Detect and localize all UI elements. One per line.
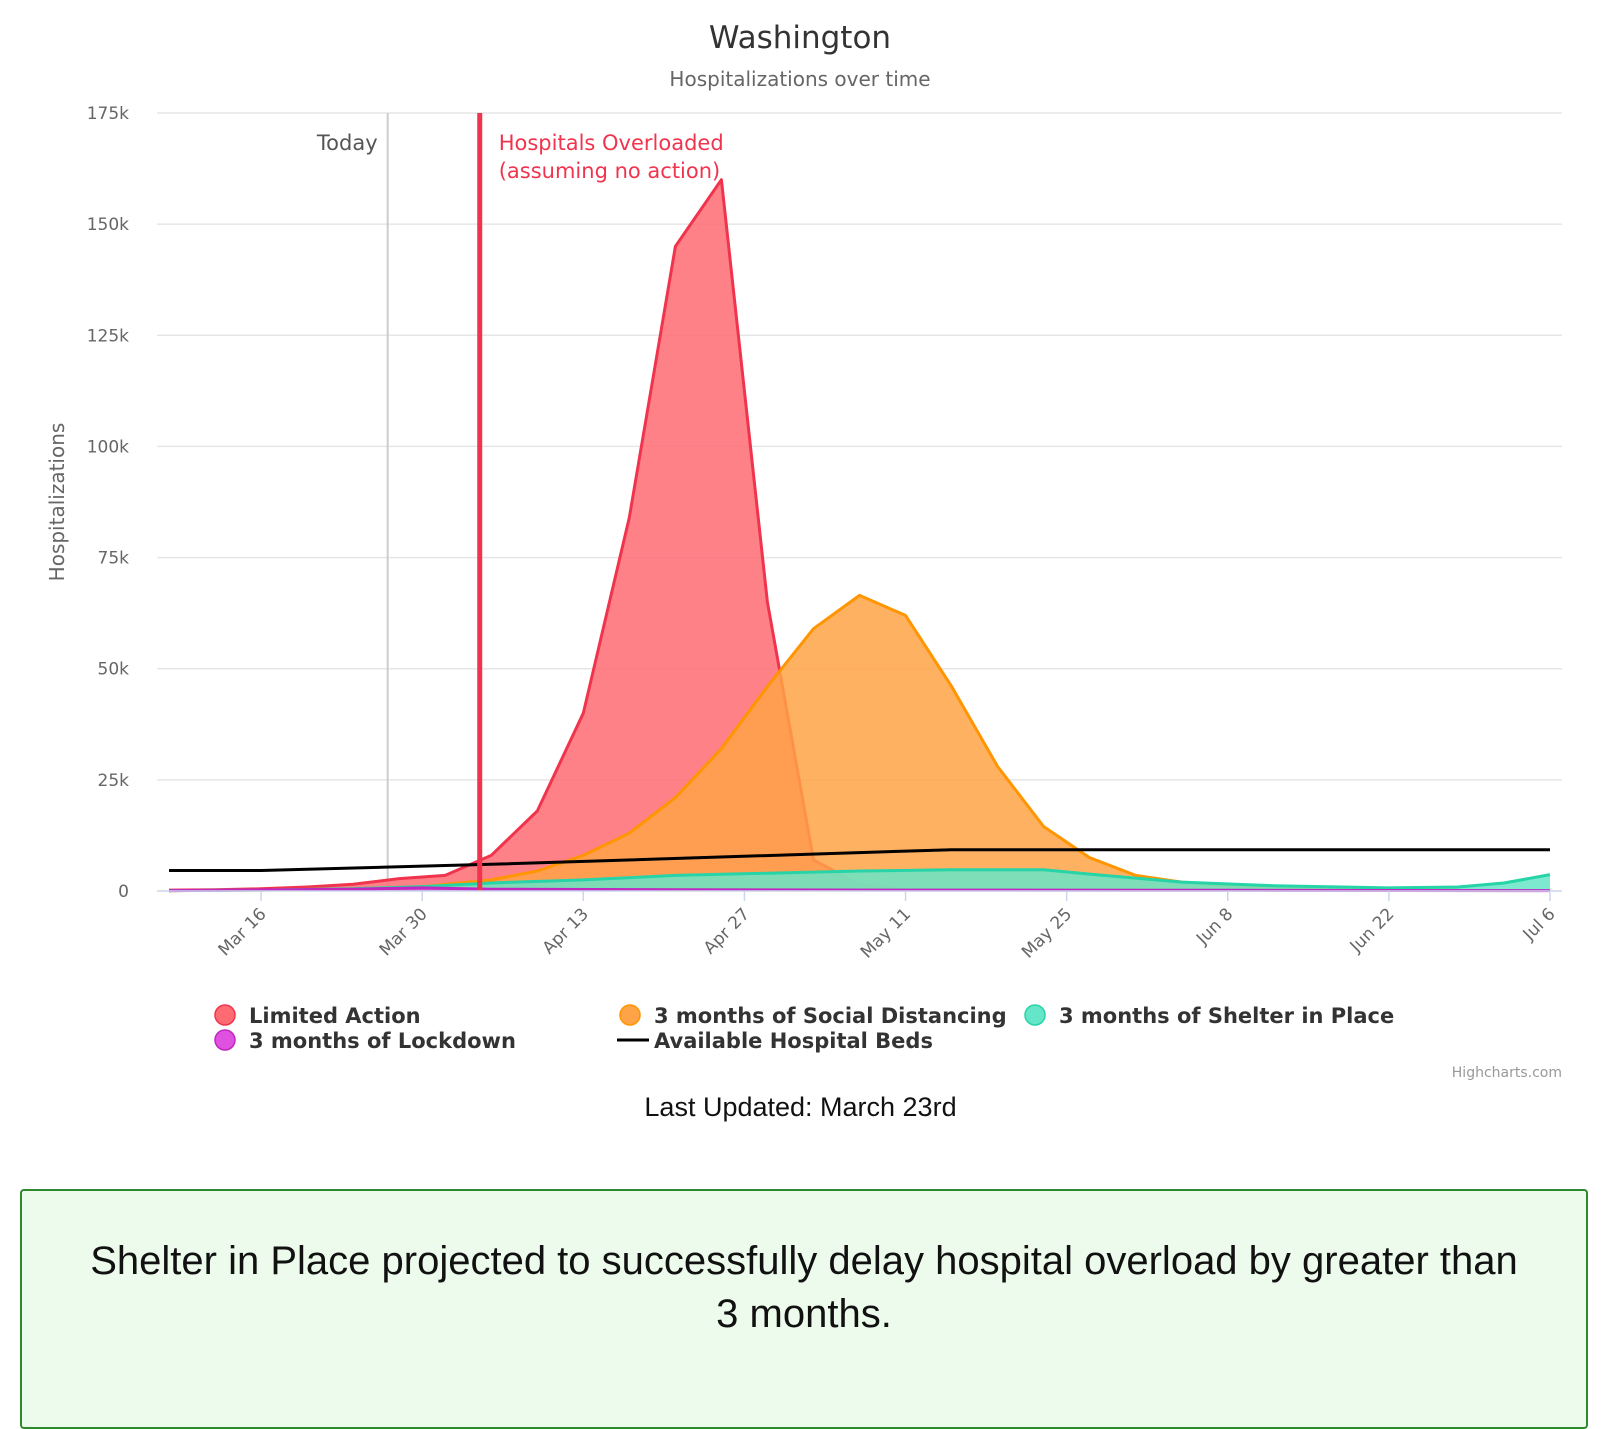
y-tick-label: 50k <box>98 660 130 680</box>
legend: Limited Action 3 months of Social Distanc… <box>214 1004 1394 1053</box>
legend-label-3-months-of-social-distancing: 3 months of Social Distancing <box>654 1004 1007 1028</box>
legend-item-available-hospital-beds[interactable]: Available Hospital Beds <box>617 1029 933 1053</box>
last-updated-text: Last Updated: March 23rd <box>644 1092 957 1122</box>
plot-line-overload-layer: Hospitals Overloaded (assuming no action) <box>477 113 724 891</box>
legend-label-limited-action: Limited Action <box>249 1004 421 1028</box>
legend-symbol-3-months-of-shelter-in-place <box>1024 1004 1046 1026</box>
projection-message: Shelter in Place projected to successful… <box>90 1239 1518 1336</box>
legend-symbol-3-months-of-social-distancing <box>619 1004 641 1026</box>
series-area-3-months-of-shelter-in-place <box>169 869 1550 891</box>
legend-symbol-3-months-of-lockdown <box>214 1029 236 1051</box>
legend-label-3-months-of-shelter-in-place: 3 months of Shelter in Place <box>1059 1004 1394 1028</box>
y-tick-label: 125k <box>87 326 129 346</box>
x-tick-label: Jul 6 <box>1519 904 1560 945</box>
x-tick-label: Apr 27 <box>700 904 754 958</box>
grid-layer <box>157 112 1562 781</box>
y-tick-label: 175k <box>87 104 129 124</box>
chart-title: Washington <box>709 20 891 56</box>
chart-subtitle: Hospitalizations over time <box>669 67 930 91</box>
plot-line-hospitals-overloaded-label: Hospitals Overloaded <box>499 131 724 155</box>
projection-message-box: Shelter in Place projected to successful… <box>20 1189 1588 1429</box>
plot-line-today-label: Today <box>316 131 378 155</box>
y-tick-label: 75k <box>98 549 130 569</box>
plot-line-hospitals-overloaded-label: (assuming no action) <box>499 159 721 183</box>
legend-item-3-months-of-social-distancing[interactable]: 3 months of Social Distancing <box>619 1004 1007 1028</box>
legend-item-limited-action[interactable]: Limited Action <box>214 1004 421 1028</box>
x-tick-label: Mar 16 <box>215 904 271 960</box>
legend-item-3-months-of-shelter-in-place[interactable]: 3 months of Shelter in Place <box>1024 1004 1394 1028</box>
plot-line-today-layer: Today <box>316 113 389 891</box>
y-tick-label: 25k <box>98 771 130 791</box>
x-tick-label: May 25 <box>1018 904 1076 962</box>
legend-symbol-limited-action <box>214 1004 236 1026</box>
series-layer <box>168 178 1551 893</box>
y-tick-label: 150k <box>87 215 129 235</box>
series-area-limited-action <box>169 179 906 891</box>
x-tick-label: Apr 13 <box>539 904 593 958</box>
series-line-available-hospital-beds <box>169 848 1550 872</box>
x-tick-label: Jun 8 <box>1192 904 1237 949</box>
x-tick-label: May 11 <box>857 904 915 962</box>
y-axis-title: Hospitalizations <box>45 423 69 582</box>
highcharts-credits[interactable]: Highcharts.com <box>1452 1065 1562 1080</box>
x-tick-label: Mar 30 <box>376 904 432 960</box>
y-tick-label: 0 <box>118 882 129 902</box>
legend-label-available-hospital-beds: Available Hospital Beds <box>654 1029 933 1053</box>
legend-item-3-months-of-lockdown[interactable]: 3 months of Lockdown <box>214 1029 516 1053</box>
hospitalizations-chart: Washington Hospitalizations over time To… <box>45 20 1562 1080</box>
x-tick-label: Jun 22 <box>1346 904 1399 957</box>
legend-label-3-months-of-lockdown: 3 months of Lockdown <box>249 1029 516 1053</box>
y-tick-label: 100k <box>87 437 129 457</box>
series-area-3-months-of-social-distancing <box>169 595 1458 891</box>
